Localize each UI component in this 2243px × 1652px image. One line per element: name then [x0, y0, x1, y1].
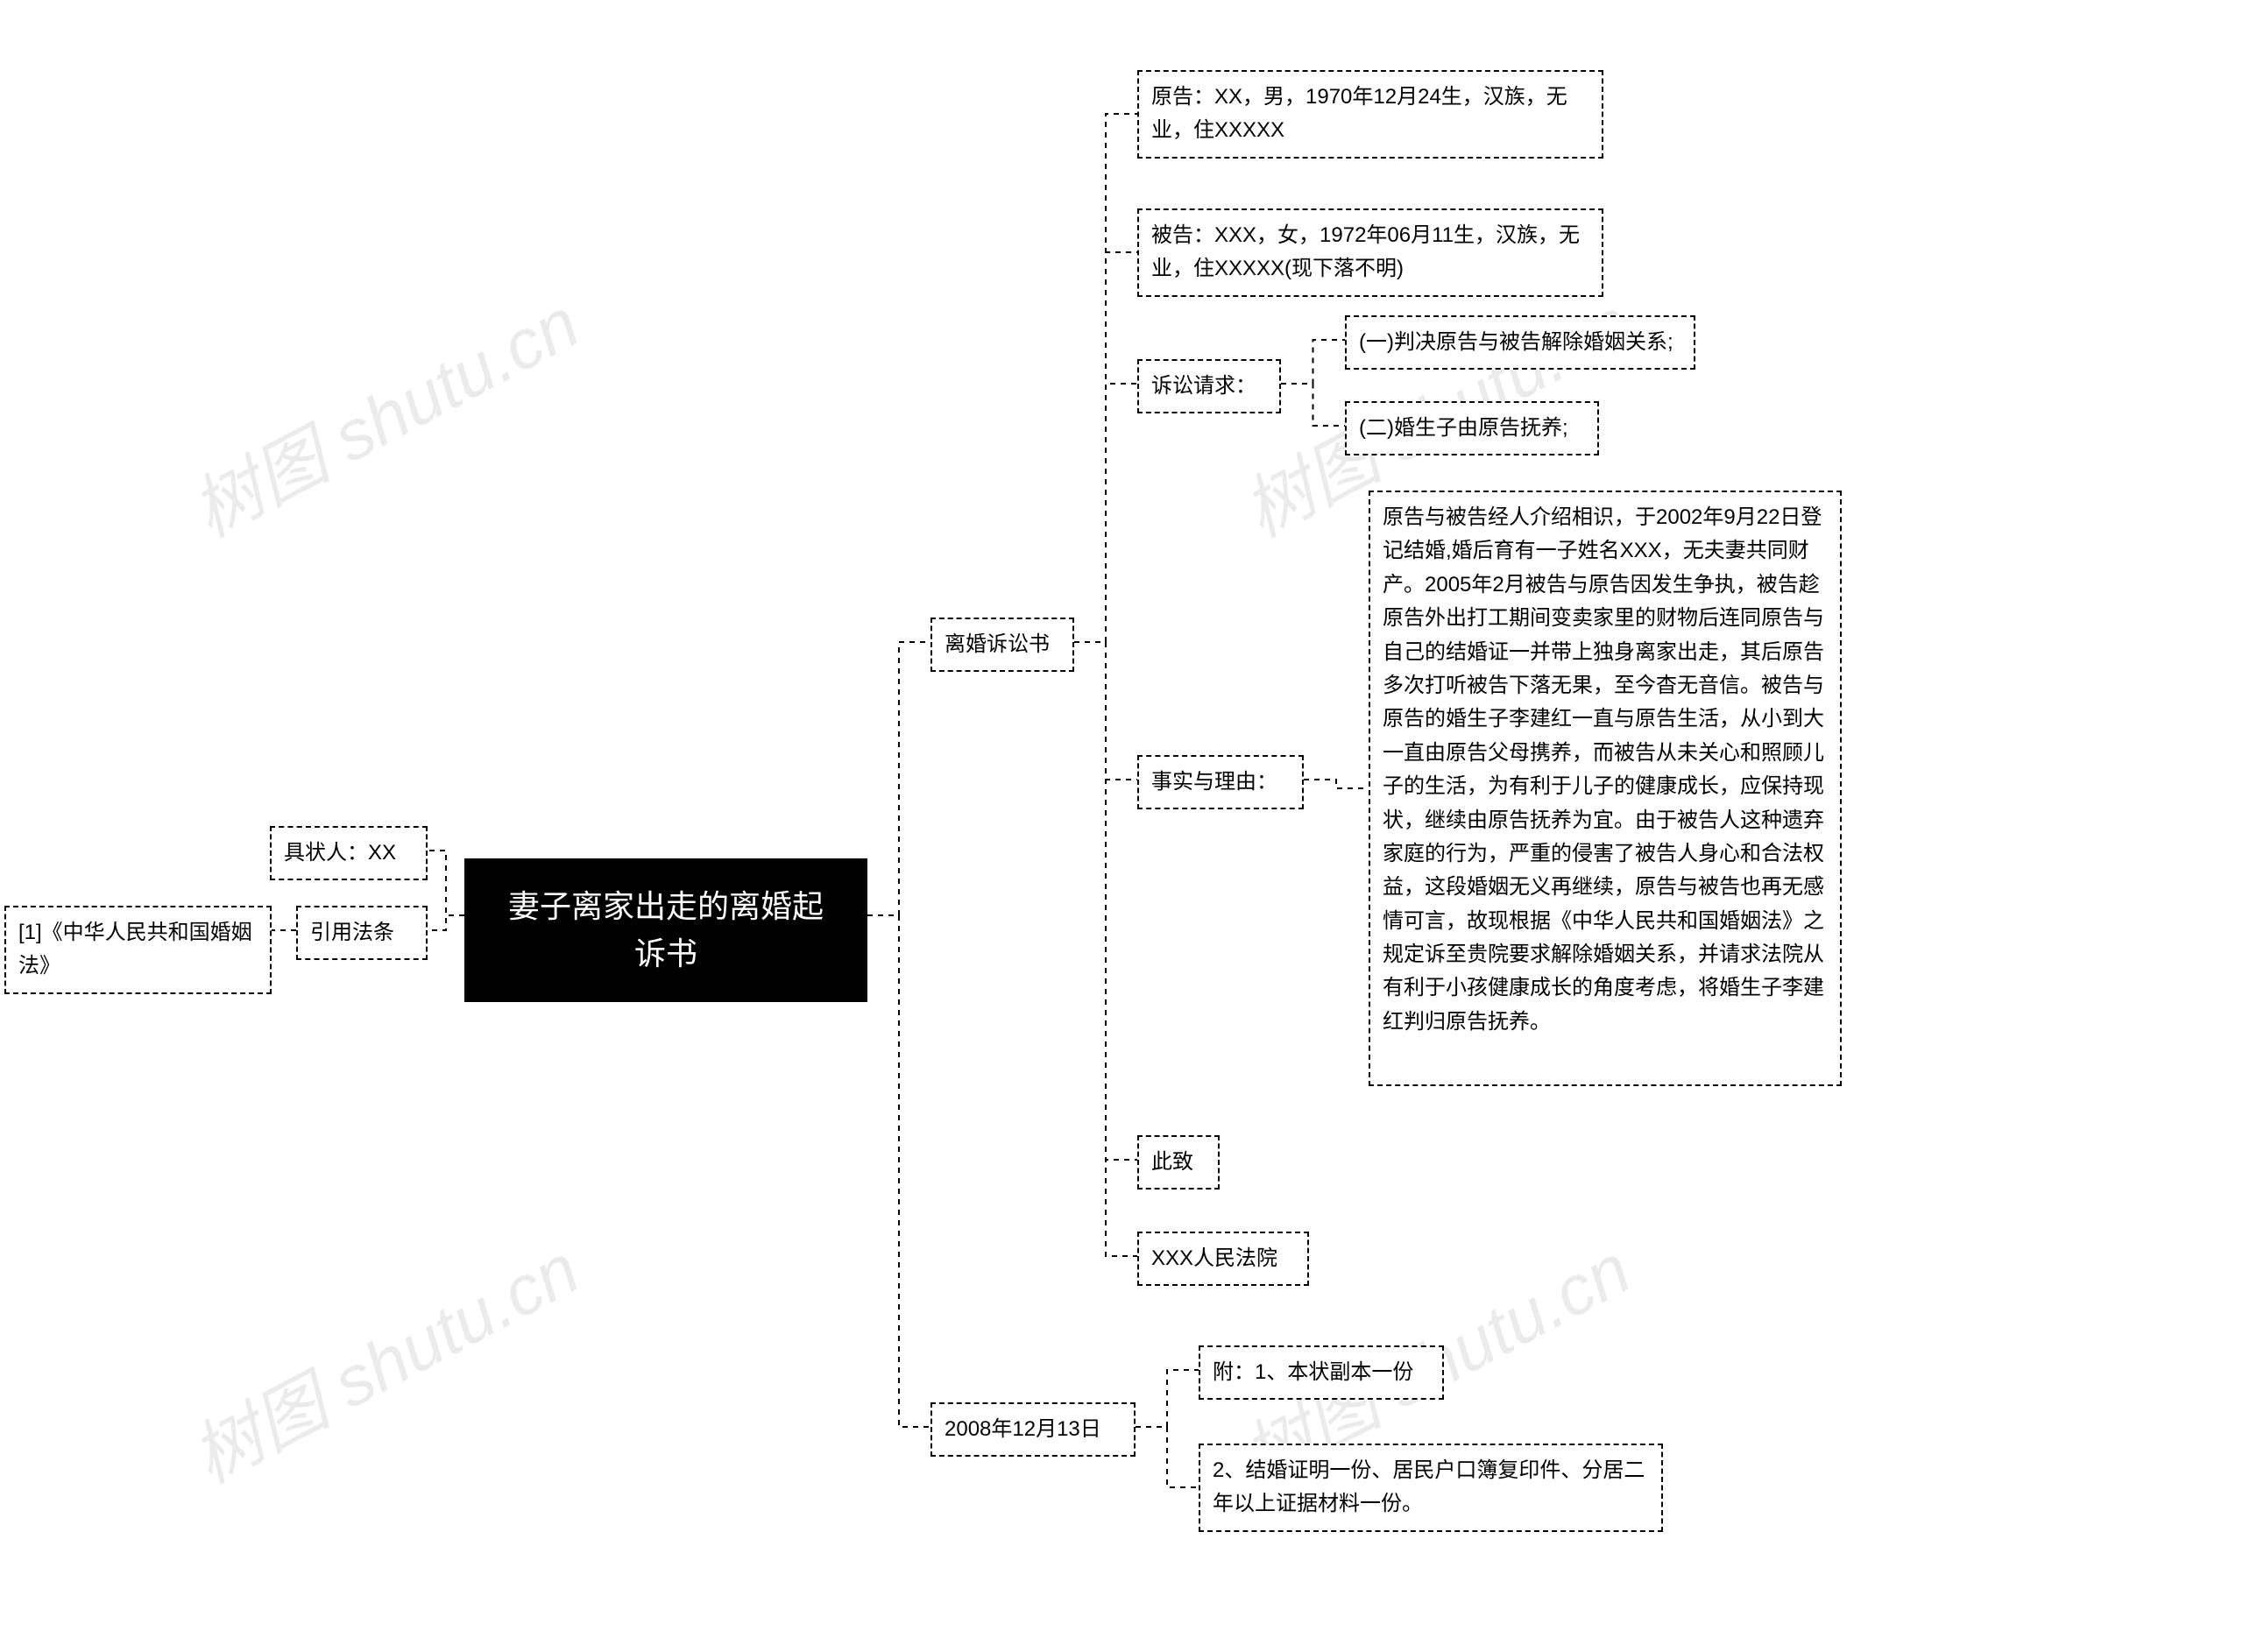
- mindmap-node: 附：1、本状副本一份: [1199, 1345, 1444, 1400]
- mindmap-node: 引用法条: [296, 906, 428, 960]
- mindmap-node: (一)判决原告与被告解除婚姻关系;: [1345, 315, 1695, 370]
- watermark: 树图 shutu.cn: [172, 1214, 594, 1503]
- mindmap-node: 离婚诉讼书: [930, 618, 1074, 672]
- watermark: 树图 shutu.cn: [172, 268, 594, 557]
- mindmap-node: 被告：XXX，女，1972年06月11生，汉族，无业，住XXXXX(现下落不明): [1137, 208, 1603, 297]
- mindmap-node: XXX人民法院: [1137, 1232, 1309, 1286]
- mindmap-node: 原告：XX，男，1970年12月24生，汉族，无业，住XXXXX: [1137, 70, 1603, 159]
- mindmap-node: 原告与被告经人介绍相识，于2002年9月22日登记结婚,婚后育有一子姓名XXX，…: [1369, 491, 1842, 1086]
- mindmap-node: 此致: [1137, 1135, 1220, 1190]
- mindmap-node: (二)婚生子由原告抚养;: [1345, 401, 1599, 455]
- mindmap-node: 2008年12月13日: [930, 1402, 1136, 1457]
- mindmap-node: 2、结婚证明一份、居民户口簿复印件、分居二年以上证据材料一份。: [1199, 1444, 1663, 1532]
- mindmap-node: 事实与理由：: [1137, 755, 1304, 809]
- mindmap-root: 妻子离家出走的离婚起诉书: [464, 858, 867, 1002]
- mindmap-node: 具状人：XX: [270, 826, 428, 880]
- mindmap-node: [1]《中华人民共和国婚姻法》: [4, 906, 272, 994]
- mindmap-node: 诉讼请求：: [1137, 359, 1281, 413]
